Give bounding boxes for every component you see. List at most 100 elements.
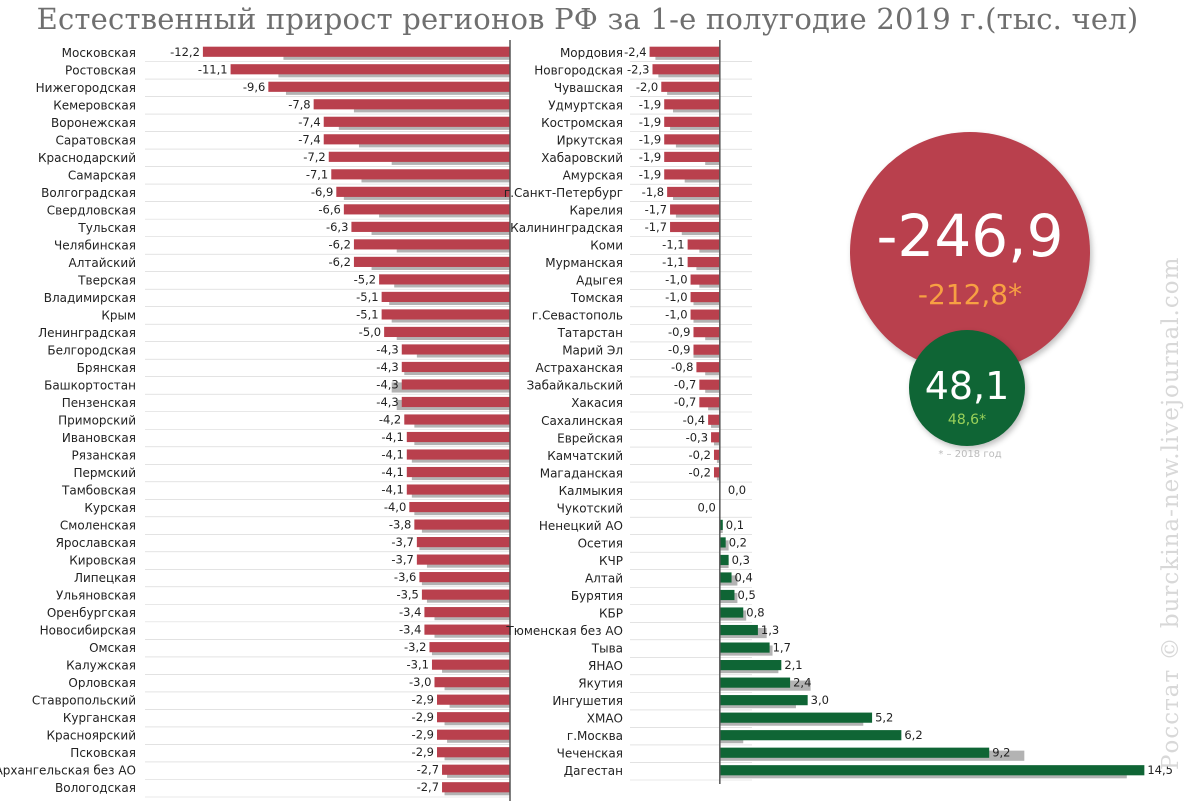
right-value-label: 14,5 — [1147, 763, 1173, 777]
right-value-label: -1,7 — [645, 220, 667, 234]
natural-decrease-total: -246,9 — [876, 202, 1064, 270]
left-bar-2019 — [379, 274, 510, 285]
right-region-label: г.Севастополь — [532, 309, 623, 323]
right-value-label: -1,9 — [639, 150, 661, 164]
right-bar-2019 — [719, 677, 791, 688]
right-value-label: -0,7 — [674, 378, 696, 392]
right-region-label: Калининградская — [510, 221, 623, 235]
right-region-label: Бурятия — [571, 589, 623, 603]
left-bar-2019 — [406, 466, 510, 478]
left-value-label: -4,0 — [384, 500, 406, 514]
left-region-label: Московская — [62, 46, 136, 60]
right-value-label: -2,0 — [636, 80, 658, 94]
left-region-label: Алтайский — [69, 256, 136, 270]
right-value-label: -0,4 — [683, 413, 705, 427]
left-bar-2019 — [416, 537, 510, 548]
left-value-label: -6,2 — [328, 255, 350, 269]
left-value-label: -4,3 — [376, 342, 398, 356]
right-region-label: Татарстан — [557, 326, 623, 340]
left-region-label: Нижегородская — [36, 81, 136, 95]
left-region-label: Кировская — [69, 554, 136, 568]
left-value-label: -3,7 — [391, 535, 413, 549]
left-value-label: -12,2 — [170, 45, 200, 59]
right-value-label: 0,0 — [698, 500, 716, 514]
left-region-label: Тульская — [77, 221, 136, 235]
right-region-label: Чеченская — [557, 747, 623, 761]
natural-decrease-2018: -212,8* — [917, 278, 1023, 311]
left-value-label: -7,2 — [303, 150, 325, 164]
right-value-label: -1,9 — [639, 97, 661, 111]
right-bar-2019 — [652, 64, 720, 75]
right-region-label: Камчатский — [547, 449, 623, 463]
left-value-label: -2,7 — [417, 780, 439, 794]
left-value-label: -4,3 — [376, 377, 398, 391]
right-region-label: Мурманская — [545, 256, 623, 270]
left-value-label: -11,1 — [198, 62, 228, 76]
left-bar-2019 — [421, 589, 510, 600]
right-bar-2019 — [670, 221, 720, 233]
right-bar-2019 — [719, 519, 723, 530]
right-value-label: -1,1 — [662, 255, 684, 269]
right-value-label: -1,0 — [665, 273, 687, 287]
left-region-label: Челябинская — [54, 238, 136, 252]
left-region-label: Липецкая — [74, 571, 136, 585]
left-region-label: Тамбовская — [61, 484, 136, 498]
right-bar-2019 — [664, 134, 720, 145]
left-bar-2019 — [336, 186, 510, 197]
right-bar-2019 — [664, 116, 720, 127]
right-bar-2019 — [719, 660, 782, 671]
left-value-label: -4,2 — [379, 413, 401, 427]
left-region-label: Ярославская — [56, 536, 136, 550]
left-bar-2019 — [406, 484, 510, 495]
right-value-label: -0,3 — [686, 430, 708, 444]
right-region-label: Хабаровский — [541, 151, 623, 165]
left-value-label: -4,1 — [381, 430, 403, 444]
left-region-label: Ленинградская — [38, 326, 136, 340]
left-value-label: -5,1 — [356, 307, 378, 321]
right-bar-2019 — [719, 747, 990, 758]
right-bar-2019 — [670, 204, 720, 215]
right-bar-2019 — [719, 572, 732, 583]
right-bar-2019 — [719, 624, 758, 636]
right-bar-2019 — [661, 81, 720, 92]
right-region-label: г.Санкт-Петербург — [504, 186, 623, 200]
right-region-label: Томская — [570, 291, 623, 305]
left-bar-2019 — [401, 344, 510, 355]
left-value-label: -6,2 — [328, 237, 350, 251]
right-value-label: 6,2 — [904, 728, 922, 742]
right-value-label: 1,3 — [761, 623, 779, 637]
left-bar-2019 — [230, 64, 510, 75]
left-region-label: Свердловская — [47, 203, 136, 217]
left-value-label: -2,9 — [412, 693, 434, 707]
right-bar-2019 — [719, 765, 1145, 776]
left-region-label: Крым — [101, 308, 136, 322]
right-bar-2019 — [664, 99, 720, 110]
right-bar-2019 — [719, 730, 902, 741]
left-value-label: -3,4 — [399, 605, 421, 619]
left-value-label: -5,1 — [356, 290, 378, 304]
left-region-label: Ставропольский — [32, 694, 136, 708]
right-bar-2019 — [687, 239, 720, 250]
right-region-label: Костромская — [541, 116, 623, 130]
right-bar-2019 — [690, 292, 720, 303]
left-value-label: -3,0 — [409, 675, 431, 689]
right-region-label: Тюменская без АО — [505, 624, 623, 638]
left-value-label: -5,2 — [354, 272, 376, 286]
left-bar-2019 — [343, 204, 510, 215]
left-region-label: Оренбургская — [47, 606, 136, 620]
left-value-label: -9,6 — [243, 80, 265, 94]
left-bar-2019 — [406, 431, 510, 443]
left-bar-2019 — [437, 712, 510, 723]
left-region-label: Вологодская — [55, 781, 136, 795]
right-region-label: Алтай — [585, 571, 623, 585]
right-bar-2019 — [719, 695, 808, 706]
right-value-label: -1,9 — [639, 132, 661, 146]
right-region-label: Чукотский — [557, 501, 623, 515]
right-region-label: Забайкальский — [527, 379, 623, 393]
left-bar-2019 — [268, 81, 510, 92]
left-region-label: Смоленская — [60, 519, 136, 533]
right-bar-2019 — [699, 379, 720, 390]
left-bar-2019 — [353, 256, 510, 267]
left-bar-2019 — [442, 764, 510, 775]
right-value-label: -1,9 — [639, 167, 661, 181]
